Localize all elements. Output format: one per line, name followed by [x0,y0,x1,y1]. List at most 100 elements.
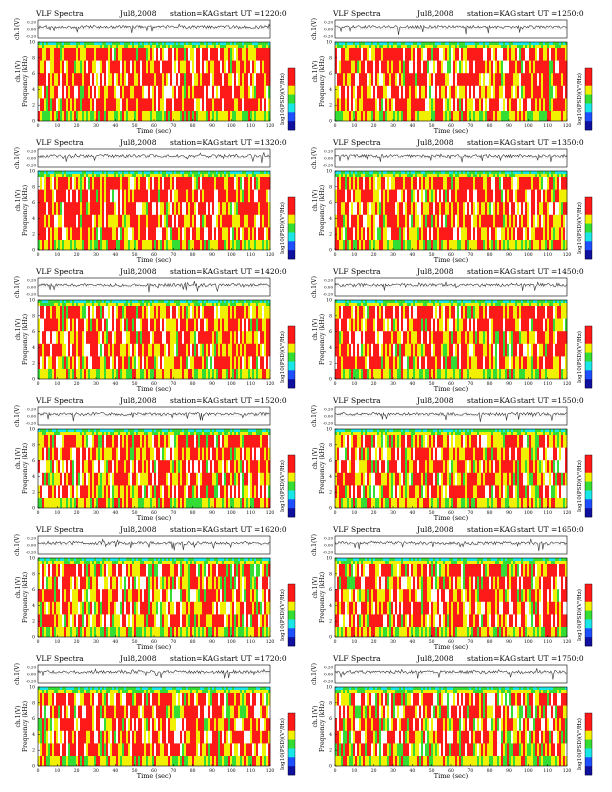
spectrum-cell [76,227,79,241]
spectrum-cell [56,48,59,61]
colorbar-segment [288,94,295,104]
spectrum-cell-band [250,45,253,48]
spectrum-cell-top [491,171,494,174]
spectrum-cell [485,60,488,74]
spectrum-cell [200,318,203,332]
spectrum-cell [345,214,348,228]
spectrum-cell-band [511,45,514,48]
spectrum-cell [375,48,378,61]
spectrum-cell [210,48,213,61]
spectrum-cell [439,214,442,228]
spectrum-cell [437,48,440,61]
spectrum-cell [395,98,398,112]
spectrum-cell [96,356,99,370]
spectrum-cell [401,189,404,203]
spectrum-cell-band [230,174,233,177]
spectrum-cell-band [152,303,155,306]
spectrum-cell-top [547,171,550,174]
spectrum-cell-low [449,240,452,250]
spectrum-cell-low [244,240,247,250]
spectrum-cell [361,214,364,228]
spectrum-cell [351,202,354,216]
spectrum-cell [409,73,412,87]
spectrum-cell [180,331,183,345]
spectrum-cell [268,48,271,61]
spectrum-cell [523,60,526,74]
spectrum-cell-low [499,111,502,121]
spectrum-cell [190,60,193,74]
spectrum-cell [80,343,83,357]
spectrum-cell [230,331,233,345]
spectrum-cell-top [126,171,129,174]
spectrum-cell [64,227,67,241]
spectrum-cell [369,227,372,241]
spectrum-cell [148,214,151,228]
spectrum-cell [116,227,119,241]
spectrum-cell-low [152,240,155,250]
spectrum-cell [40,318,43,332]
spectrum-cell [397,85,400,99]
spectrum-cell [401,85,404,99]
spectrum-cell [465,202,468,216]
spectrum-cell [160,48,163,61]
spectrum-cell-top [395,42,398,45]
spectrum-cell [369,73,372,87]
spectrum-cell-low [186,240,189,250]
spectrum-cell-band [130,174,133,177]
spectrum-cell [130,227,133,241]
spectrum-cell [513,98,516,112]
spectrum-cell [547,60,550,74]
spectrum-cell-band [375,45,378,48]
spectrum-cell [230,98,233,112]
spectrum-cell [555,214,558,228]
spectrum-cell [236,202,239,216]
spectrum-cell [393,73,396,87]
spectrum-cell-top [66,300,69,303]
spectrum-cell [210,318,213,332]
spectrum-cell [88,356,91,370]
spectrum-cell [254,227,257,241]
spectrum-cell [228,318,231,332]
spectrum-cell [186,331,189,345]
spectrum-cell [549,60,552,74]
spectrum-cell [503,85,506,99]
spectrum-cell [88,306,91,319]
spectrum-cell [250,214,253,228]
spectrum-cell-low [465,111,468,121]
spectrum-cell [80,202,83,216]
spectrum-cell [82,73,85,87]
spectrum-cell [66,331,69,345]
spectrum-cell [547,177,550,190]
spectrum-cell [70,306,73,319]
spectrum-cell-low [156,369,159,379]
spectrum-cell [443,60,446,74]
spectrum-cell-low [46,240,49,250]
spectrum-cell-top [218,42,221,45]
spectrum-cell [503,98,506,112]
spectrum-cell-band [563,45,566,48]
spectrum-cell-band [431,45,434,48]
spectrum-cell [102,227,105,241]
spectrum-cell [178,331,181,345]
spectrum-cell [365,227,368,241]
spectrum-cell [355,73,358,87]
spectrum-cell-low [194,240,197,250]
spectrum-cell-top [166,300,169,303]
panel-start-time: start UT =1320:0 [220,138,287,147]
spectrum-cell [160,98,163,112]
spectrum-cell-band [188,303,191,306]
spectrum-cell [114,60,117,74]
spectrum-cell [92,73,95,87]
time-tick-label: 120 [266,252,275,258]
spectrum-cell [38,48,41,61]
spectrum-cell [545,189,548,203]
spectrum-cell-top [545,171,548,174]
spectrum-cell [471,214,474,228]
spectrum-cell [387,73,390,87]
spectrum-cell [252,98,255,112]
spectrum-cell-low [339,240,342,250]
spectrum-cell [140,177,143,190]
spectrum-cell-top [162,300,165,303]
spectrum-cell-low [130,111,133,121]
